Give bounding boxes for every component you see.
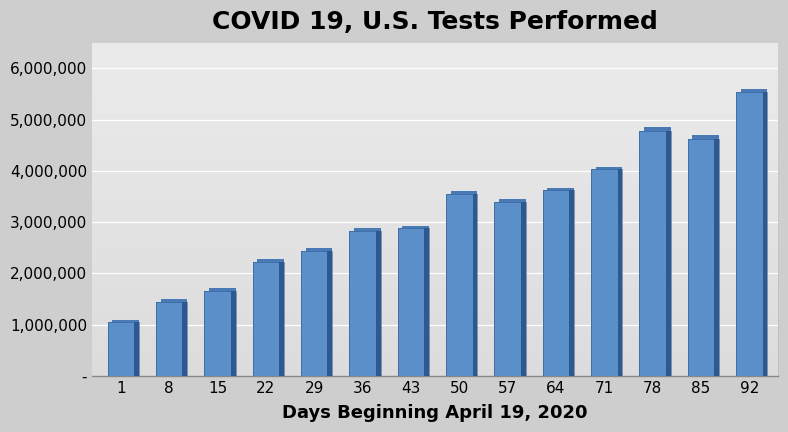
Polygon shape bbox=[107, 322, 134, 376]
Polygon shape bbox=[741, 89, 768, 376]
Polygon shape bbox=[494, 202, 521, 376]
Polygon shape bbox=[424, 229, 429, 376]
Polygon shape bbox=[376, 231, 381, 376]
Polygon shape bbox=[231, 292, 236, 376]
Polygon shape bbox=[354, 229, 381, 376]
Polygon shape bbox=[328, 251, 333, 376]
Polygon shape bbox=[736, 92, 763, 376]
Polygon shape bbox=[279, 262, 284, 376]
Polygon shape bbox=[446, 194, 473, 376]
Polygon shape bbox=[644, 127, 671, 376]
Polygon shape bbox=[763, 92, 768, 376]
Polygon shape bbox=[666, 131, 671, 376]
Polygon shape bbox=[113, 320, 139, 376]
Polygon shape bbox=[693, 135, 719, 376]
Polygon shape bbox=[349, 231, 376, 376]
Polygon shape bbox=[543, 191, 569, 376]
Polygon shape bbox=[499, 199, 526, 376]
Polygon shape bbox=[306, 248, 333, 376]
Title: COVID 19, U.S. Tests Performed: COVID 19, U.S. Tests Performed bbox=[212, 10, 658, 34]
Polygon shape bbox=[301, 251, 328, 376]
Polygon shape bbox=[161, 299, 188, 376]
Polygon shape bbox=[451, 191, 478, 376]
Polygon shape bbox=[403, 226, 429, 376]
Polygon shape bbox=[473, 194, 478, 376]
Polygon shape bbox=[591, 169, 618, 376]
Polygon shape bbox=[183, 302, 188, 376]
Polygon shape bbox=[398, 229, 424, 376]
Polygon shape bbox=[521, 202, 526, 376]
Polygon shape bbox=[714, 139, 719, 376]
Polygon shape bbox=[639, 131, 666, 376]
X-axis label: Days Beginning April 19, 2020: Days Beginning April 19, 2020 bbox=[282, 404, 588, 422]
Polygon shape bbox=[596, 167, 623, 376]
Polygon shape bbox=[548, 188, 574, 376]
Polygon shape bbox=[209, 288, 236, 376]
Polygon shape bbox=[156, 302, 183, 376]
Polygon shape bbox=[618, 169, 623, 376]
Polygon shape bbox=[134, 322, 139, 376]
Polygon shape bbox=[204, 292, 231, 376]
Polygon shape bbox=[569, 191, 574, 376]
Polygon shape bbox=[253, 262, 279, 376]
Polygon shape bbox=[258, 259, 284, 376]
Polygon shape bbox=[688, 139, 714, 376]
